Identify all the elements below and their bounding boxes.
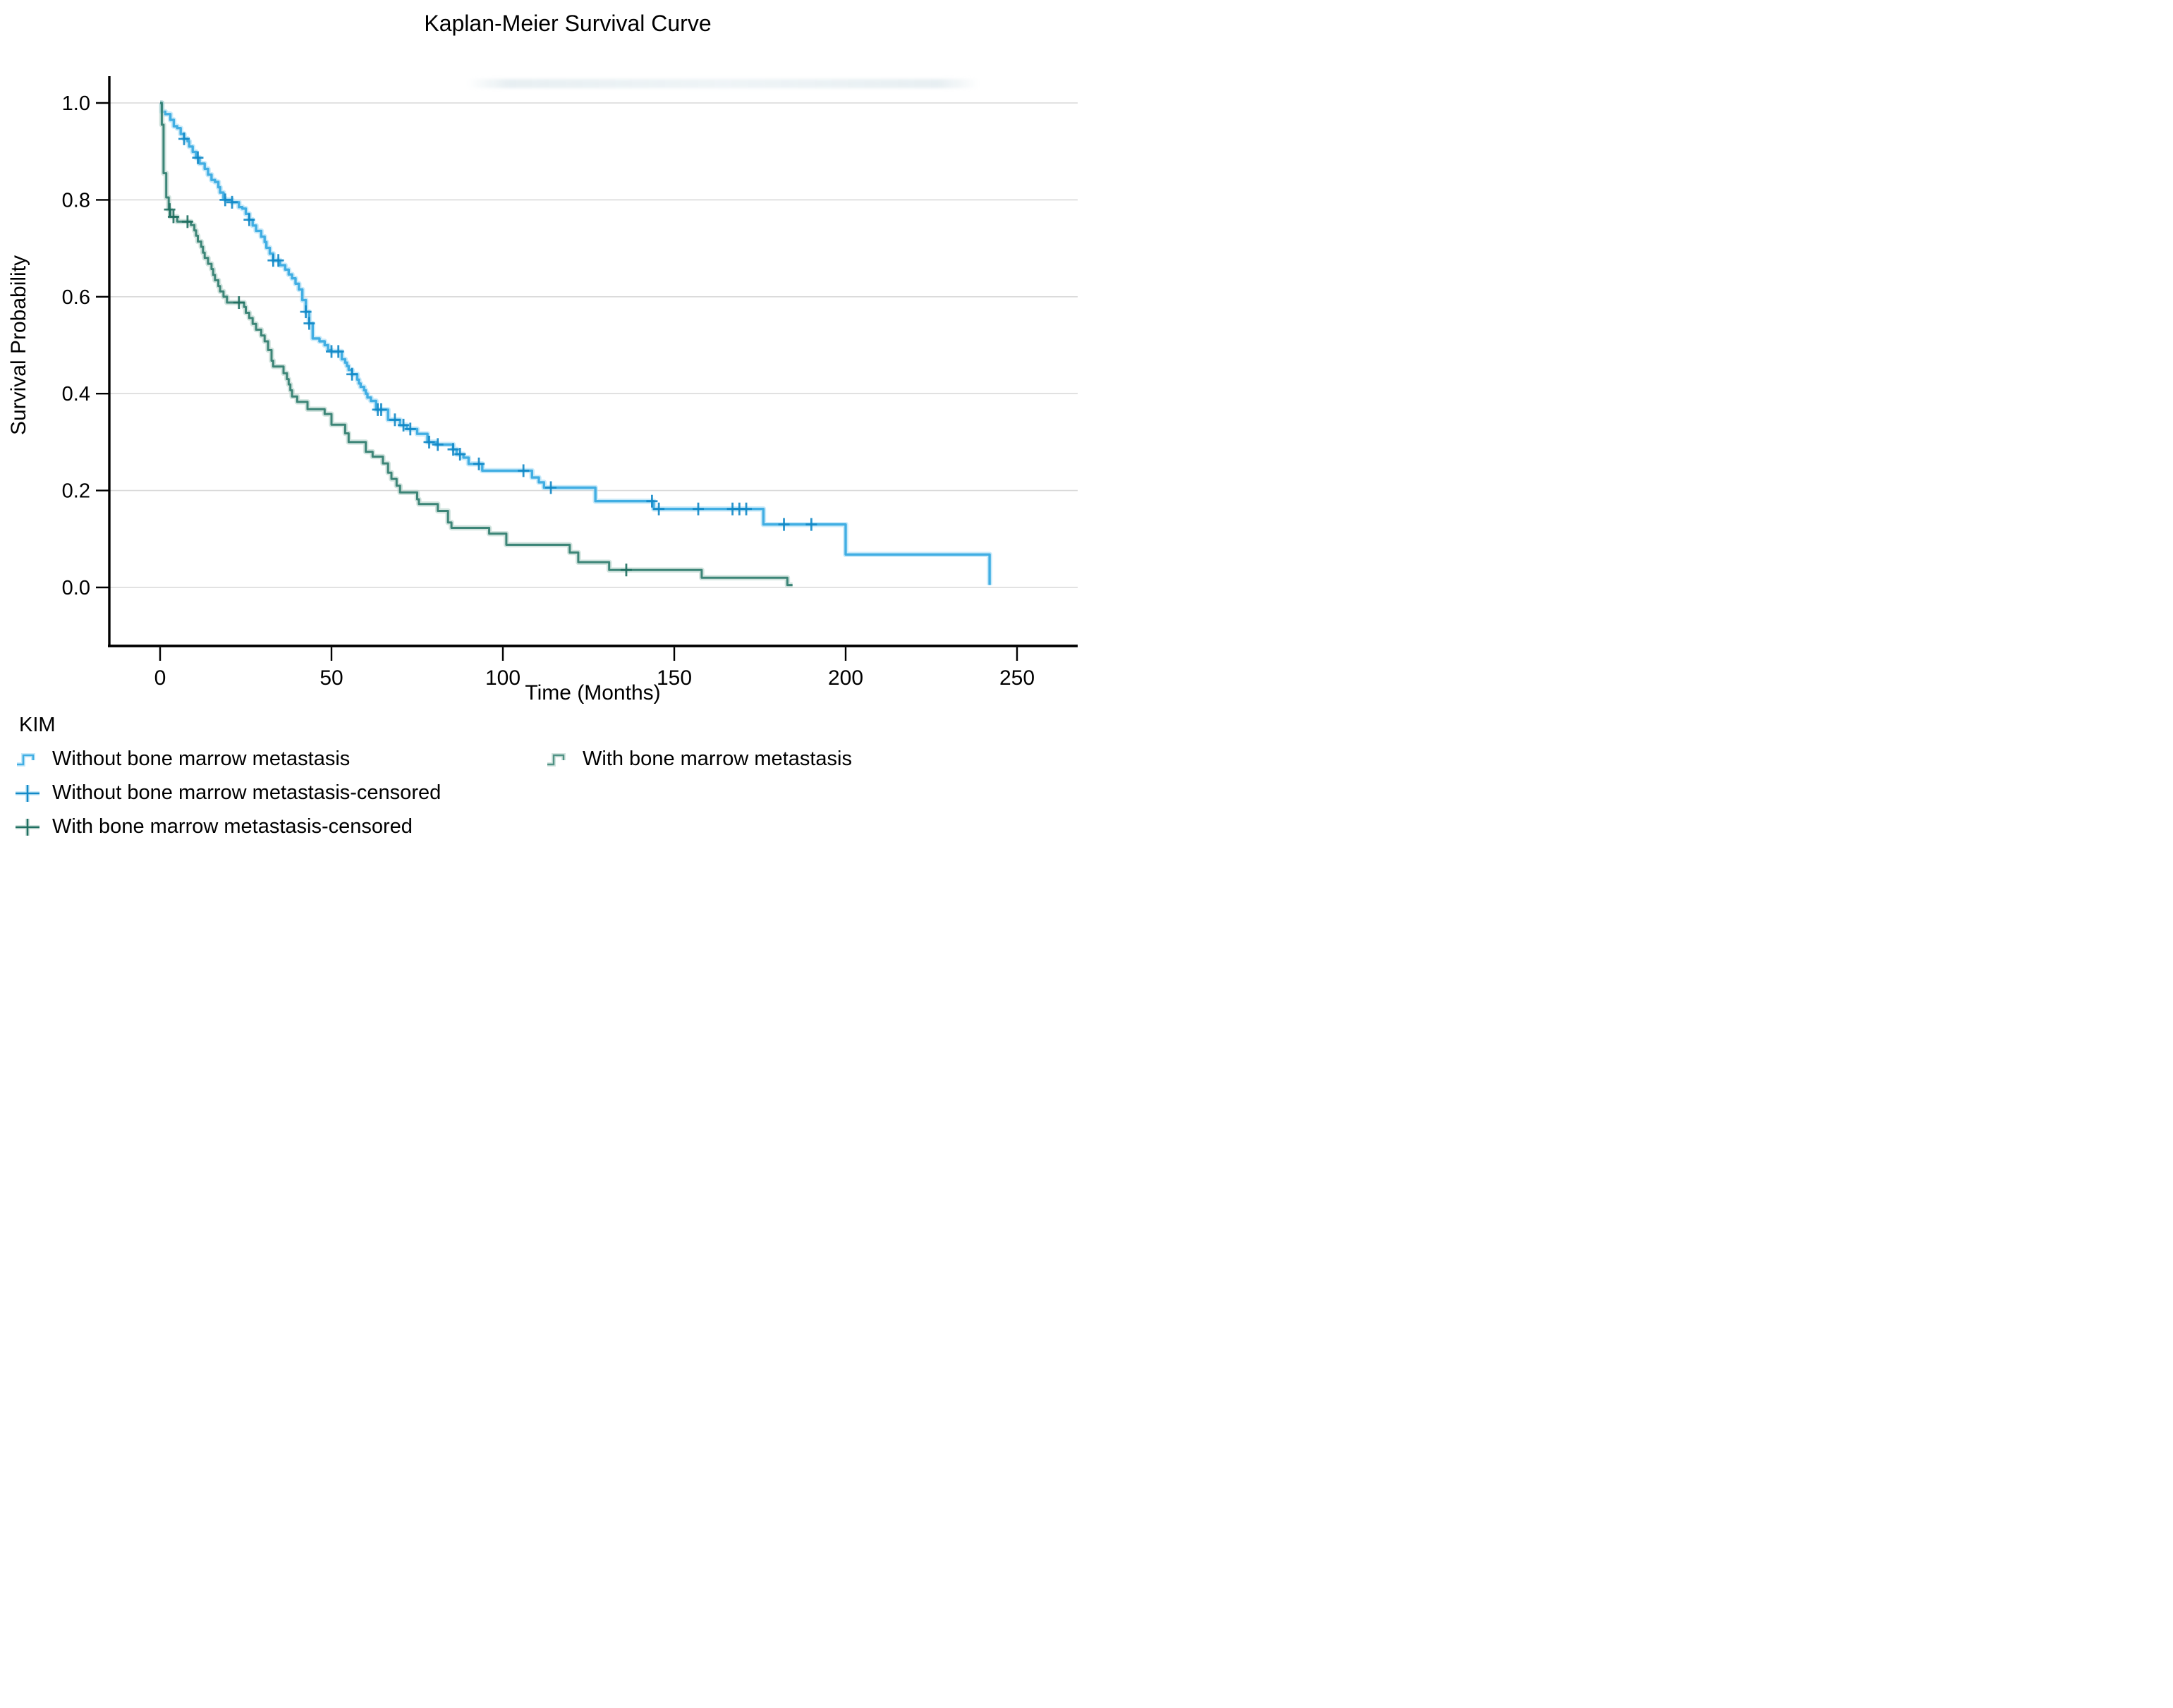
y-tick-label: 0.6 bbox=[62, 286, 90, 309]
survival-curve-without-bmm bbox=[160, 102, 991, 585]
x-tick-label: 200 bbox=[828, 666, 863, 690]
legend-label: Without bone marrow metastasis-censored bbox=[52, 781, 442, 804]
chart-title: Kaplan-Meier Survival Curve bbox=[424, 11, 712, 36]
y-tick-label: 0.8 bbox=[62, 189, 90, 212]
y-tick-label: 0.4 bbox=[62, 383, 90, 405]
step-line-icon bbox=[14, 749, 41, 770]
legend-label: With bone marrow metastasis bbox=[583, 748, 852, 770]
legend-title: KIM bbox=[19, 714, 56, 736]
x-tick-label: 150 bbox=[657, 666, 692, 690]
legend-item-without-bmm: Without bone marrow metastasis bbox=[14, 748, 350, 771]
x-tick-label: 0 bbox=[154, 666, 166, 690]
legend-item-without-bmm-censored: Without bone marrow metastasis-censored bbox=[14, 781, 441, 805]
km-chart-page: Kaplan-Meier Survival Curve 0.0 0.2 0.4 0.6… bbox=[0, 0, 1086, 854]
survival-curve-with-bmm bbox=[160, 102, 793, 587]
survival-curve-without-bmm-halo bbox=[159, 100, 992, 585]
legend-label: With bone marrow metastasis-censored bbox=[52, 815, 413, 838]
y-tick-label: 1.0 bbox=[62, 92, 90, 115]
y-tick-label: 0.2 bbox=[62, 480, 90, 503]
x-tick-label: 100 bbox=[485, 666, 521, 690]
x-tick-label: 250 bbox=[999, 666, 1035, 690]
censor-plus-icon bbox=[14, 783, 41, 804]
step-line-icon bbox=[544, 749, 571, 770]
legend-item-with-bmm: With bone marrow metastasis bbox=[544, 748, 852, 771]
legend-item-with-bmm-censored: With bone marrow metastasis-censored bbox=[14, 815, 413, 838]
legend-label: Without bone marrow metastasis bbox=[52, 748, 351, 770]
x-axis-label: Time (Months) bbox=[525, 681, 660, 704]
y-axis-label: Survival Probability bbox=[7, 255, 30, 435]
censor-plus-icon bbox=[14, 817, 41, 838]
km-plot-area: 0.0 0.2 0.4 0.6 0.8 1.0 0 50 100 150 200 250 Time (M… bbox=[7, 76, 1078, 704]
y-tick-label: 0.0 bbox=[62, 577, 90, 599]
x-tick-label: 50 bbox=[319, 666, 343, 690]
